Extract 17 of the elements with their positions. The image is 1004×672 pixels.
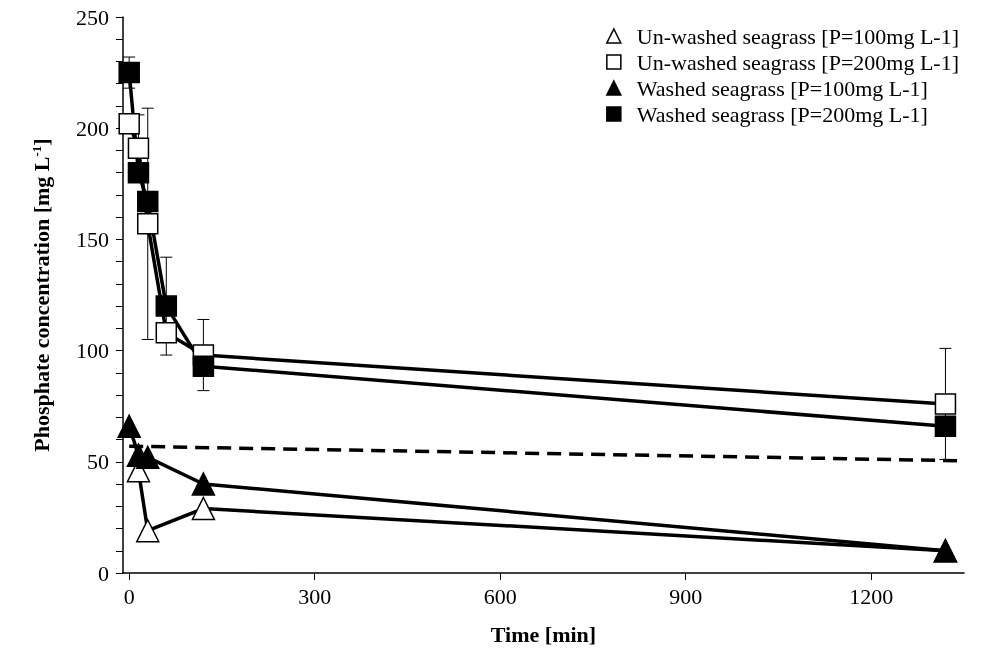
x-tick-label: 600 [483,583,517,609]
y-tick-label: 200 [76,115,109,141]
y-axis-title: Phosphate concentration [mg L-1] [29,138,54,452]
x-tick-label: 0 [123,583,135,609]
x-tick-label: 1200 [849,583,894,609]
x-tick-label: 900 [669,583,703,609]
y-tick-label: 50 [87,449,109,475]
y-tick-label: 100 [76,338,109,364]
x-tick-label: 300 [298,583,332,609]
y-tick-label: 0 [98,560,109,586]
legend-label: Un-washed seagrass [P=100mg L-1] [636,23,959,49]
y-tick-label: 150 [76,226,109,252]
y-tick-label: 250 [76,4,109,30]
x-axis-title: Time [min] [490,621,597,647]
legend-label: Un-washed seagrass [P=200mg L-1] [636,49,959,75]
legend-label: Washed seagrass [P=100mg L-1] [636,75,928,101]
legend-label: Washed seagrass [P=200mg L-1] [636,101,928,127]
